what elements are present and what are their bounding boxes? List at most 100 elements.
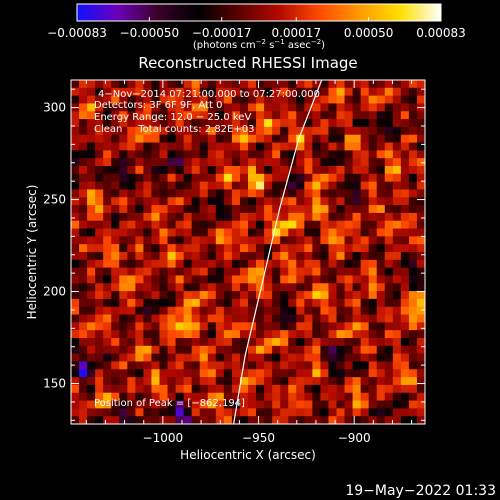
image-pixel <box>111 283 120 292</box>
image-pixel <box>183 361 193 370</box>
image-pixel <box>239 236 249 245</box>
image-pixel <box>368 377 378 386</box>
image-pixel <box>264 291 273 300</box>
image-pixel <box>416 181 425 190</box>
image-pixel <box>384 80 394 89</box>
image-pixel <box>352 306 362 315</box>
image-pixel <box>320 400 329 409</box>
image-pixel <box>336 87 345 97</box>
image-pixel <box>103 252 112 261</box>
image-pixel <box>135 142 144 151</box>
image-pixel <box>87 142 96 151</box>
image-pixel <box>264 306 273 315</box>
image-pixel <box>135 361 144 370</box>
image-pixel <box>288 384 297 394</box>
image-pixel <box>344 400 353 409</box>
image-pixel <box>127 298 136 308</box>
image-pixel <box>280 111 289 120</box>
image-pixel <box>231 119 241 128</box>
image-pixel <box>231 298 241 308</box>
image-pixel <box>199 291 209 300</box>
image-pixel <box>328 314 337 323</box>
image-pixel <box>87 150 96 159</box>
image-pixel <box>79 134 88 143</box>
image-pixel <box>103 416 112 424</box>
image-pixel <box>183 267 193 276</box>
image-pixel <box>215 181 225 190</box>
image-pixel <box>320 408 329 417</box>
image-pixel <box>183 244 193 253</box>
image-pixel <box>71 353 80 362</box>
image-pixel <box>223 259 233 269</box>
image-pixel <box>135 220 144 229</box>
image-pixel <box>248 330 257 339</box>
image-pixel <box>408 298 418 308</box>
image-pixel <box>79 166 88 175</box>
image-pixel <box>135 134 144 143</box>
image-pixel <box>256 236 265 245</box>
image-pixel <box>135 377 144 386</box>
image-pixel <box>103 197 112 206</box>
image-pixel <box>328 212 337 222</box>
image-pixel <box>416 173 425 183</box>
image-pixel <box>360 345 370 355</box>
image-pixel <box>215 259 225 269</box>
image-pixel <box>296 119 305 128</box>
image-pixel <box>376 361 386 370</box>
image-pixel <box>376 220 386 229</box>
image-pixel <box>384 126 394 136</box>
image-pixel <box>272 134 281 143</box>
image-pixel <box>231 150 241 159</box>
image-pixel <box>312 416 321 424</box>
image-pixel <box>143 345 152 355</box>
image-pixel <box>135 80 144 89</box>
image-pixel <box>87 392 96 401</box>
image-pixel <box>95 150 104 159</box>
image-pixel <box>360 126 370 136</box>
image-pixel <box>304 212 313 222</box>
image-pixel <box>111 220 120 229</box>
image-pixel <box>296 244 305 253</box>
image-pixel <box>119 197 128 206</box>
image-pixel <box>111 267 120 276</box>
image-pixel <box>368 103 378 112</box>
image-pixel <box>400 244 410 253</box>
image-pixel <box>71 377 80 386</box>
image-pixel <box>376 306 386 315</box>
image-pixel <box>416 306 425 315</box>
image-pixel <box>280 252 289 261</box>
image-pixel <box>127 150 136 159</box>
image-pixel <box>320 181 329 190</box>
image-pixel <box>79 416 88 424</box>
image-pixel <box>400 267 410 276</box>
image-pixel <box>344 283 353 292</box>
image-pixel <box>215 126 225 136</box>
image-pixel <box>296 236 305 245</box>
image-pixel <box>376 298 386 308</box>
image-pixel <box>368 330 378 339</box>
image-pixel <box>127 126 136 136</box>
image-pixel <box>239 134 249 143</box>
image-pixel <box>280 345 289 355</box>
image-pixel <box>392 205 402 214</box>
image-pixel <box>408 275 418 284</box>
image-pixel <box>256 220 265 229</box>
image-pixel <box>87 353 96 362</box>
image-pixel <box>416 119 425 128</box>
image-pixel <box>79 150 88 159</box>
image-pixel <box>135 119 144 128</box>
image-pixel <box>167 306 176 315</box>
image-pixel <box>231 252 241 261</box>
image-pixel <box>223 306 233 315</box>
image-pixel <box>111 361 120 370</box>
image-pixel <box>344 228 353 237</box>
image-pixel <box>376 228 386 237</box>
image-pixel <box>111 150 120 159</box>
image-pixel <box>344 345 353 355</box>
image-pixel <box>296 384 305 394</box>
image-pixel <box>143 298 152 308</box>
image-pixel <box>336 119 345 128</box>
image-pixel <box>368 392 378 401</box>
image-pixel <box>256 275 265 284</box>
image-pixel <box>272 267 281 276</box>
